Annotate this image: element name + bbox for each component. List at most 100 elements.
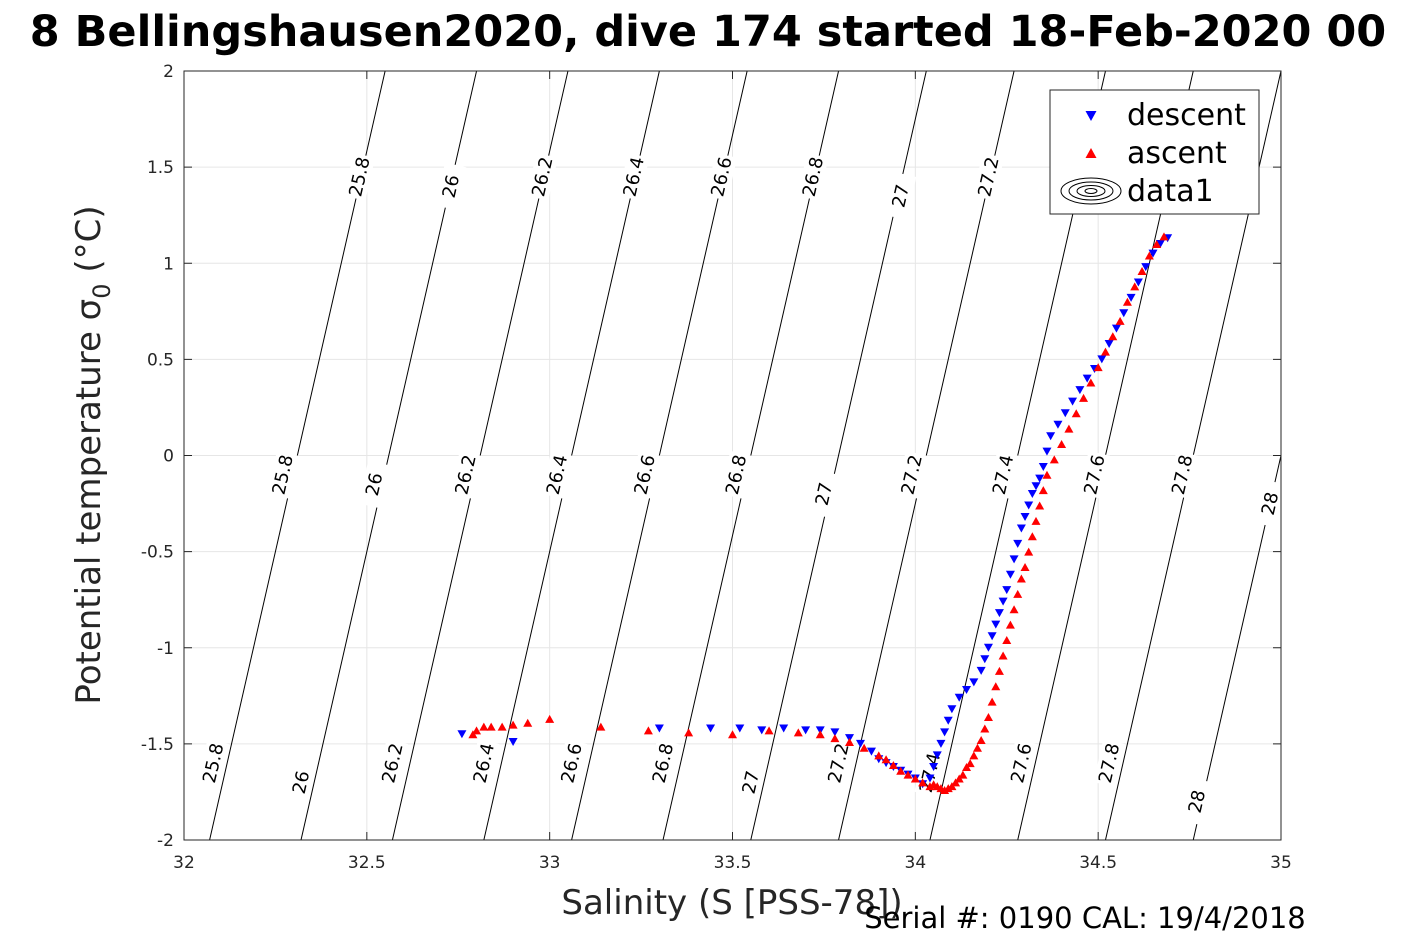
- ascent-point: [643, 726, 653, 735]
- ascent-point: [1057, 439, 1067, 448]
- contour-label-bg: [358, 460, 390, 509]
- legend-ascent-label: ascent: [1127, 136, 1227, 171]
- descent-point: [801, 726, 811, 735]
- ascent-point: [874, 751, 884, 760]
- contour-label-bg: [343, 152, 376, 201]
- contour-label-bg: [526, 152, 558, 201]
- ascent-point: [1049, 455, 1059, 464]
- ascent-point: [1071, 409, 1081, 418]
- descent-point: [1016, 524, 1026, 533]
- ascent-point: [881, 755, 891, 764]
- ascent-point: [965, 759, 975, 768]
- x-tick-label: 32: [173, 853, 195, 873]
- descent-point: [1002, 586, 1012, 595]
- contour-label-text: 26: [439, 173, 465, 200]
- descent-point: [1042, 447, 1052, 456]
- x-tick-label: 34.5: [1079, 853, 1117, 873]
- serial-cal-footer: Serial #: 0190 CAL: 19/4/2018: [864, 901, 1306, 935]
- descent-point: [855, 739, 865, 748]
- contour-label-bg: [705, 152, 738, 201]
- descent-point: [980, 655, 990, 664]
- ascent-point: [1042, 470, 1052, 479]
- descent-point: [929, 762, 939, 771]
- ascent-point: [1064, 424, 1074, 433]
- ascent-point: [1038, 486, 1048, 495]
- ascent-point: [896, 766, 906, 775]
- series-ascent: [468, 232, 1169, 795]
- legend-descent-marker: [1085, 111, 1097, 121]
- ascent-point: [1093, 363, 1103, 372]
- ascent-point: [925, 782, 935, 791]
- contour-label: 27: [885, 172, 917, 220]
- y-tick-label: 0: [163, 447, 174, 467]
- descent-point: [998, 597, 1008, 606]
- ascent-point: [859, 743, 869, 752]
- y-axis-label-subscript: 0: [88, 283, 116, 298]
- y-tick-label: 1.5: [147, 158, 174, 178]
- ascent-point: [1130, 282, 1140, 291]
- descent-point: [1031, 482, 1041, 491]
- ascent-point: [991, 682, 1001, 691]
- contour-label-bg: [885, 172, 917, 220]
- y-tick-label: 1: [163, 254, 174, 274]
- descent-point: [1119, 309, 1129, 318]
- contour-label-bg: [720, 450, 752, 499]
- descent-point: [1126, 293, 1136, 302]
- descent-point: [969, 678, 979, 687]
- contour-label: 28: [1181, 777, 1213, 826]
- ascent-point: [1100, 347, 1110, 356]
- descent-point: [932, 751, 942, 760]
- descent-point: [1111, 324, 1121, 333]
- contour-label: 28: [1254, 479, 1286, 528]
- ascent-point: [954, 774, 964, 783]
- x-tick-label: 35: [1270, 853, 1292, 873]
- ascent-point: [951, 778, 961, 787]
- descent-point: [954, 693, 964, 702]
- ascent-point: [910, 774, 920, 783]
- descent-point: [735, 724, 745, 733]
- contour-label-text: 27: [812, 481, 838, 508]
- y-tick-label: -2: [157, 831, 174, 851]
- ascent-point: [1108, 332, 1118, 341]
- ascent-point: [1115, 316, 1125, 325]
- x-tick-label: 32.5: [348, 853, 386, 873]
- descent-point: [866, 747, 876, 756]
- descent-point: [1053, 420, 1063, 429]
- descent-point: [943, 716, 953, 725]
- ascent-point: [962, 762, 972, 771]
- ascent-point: [998, 651, 1008, 660]
- descent-point: [1148, 249, 1158, 258]
- contour-label-bg: [987, 450, 1019, 499]
- ascent-point: [1024, 547, 1034, 556]
- descent-point: [1082, 374, 1092, 383]
- ascent-point: [830, 734, 840, 743]
- contour-line-28: [1192, 453, 1281, 840]
- ascent-point: [815, 730, 825, 739]
- contour-label-bg: [376, 739, 409, 787]
- ascent-point: [793, 728, 803, 737]
- x-tick-label: 33.5: [714, 853, 752, 873]
- ascent-point: [468, 730, 478, 739]
- contour-label-bg: [972, 152, 1005, 201]
- legend-ascent-marker: [1085, 148, 1097, 158]
- ascent-point: [888, 761, 898, 770]
- ascent-point: [479, 722, 489, 731]
- descent-point: [1024, 501, 1034, 510]
- contour-label-bg: [435, 162, 467, 211]
- contour-label-bg: [1254, 479, 1286, 528]
- contour-label: 25.8: [343, 152, 376, 201]
- ascent-point: [903, 770, 913, 779]
- ascent-point: [958, 770, 968, 779]
- contour-label: 26.8: [797, 152, 829, 201]
- descent-point: [1038, 463, 1048, 472]
- descent-point: [779, 724, 789, 733]
- ascent-point: [1137, 266, 1147, 275]
- descent-point: [1046, 432, 1056, 441]
- y-tick-label: 0.5: [147, 350, 174, 370]
- descent-point: [457, 730, 467, 739]
- descent-point: [1013, 539, 1023, 548]
- descent-point: [994, 609, 1004, 618]
- contour-label-bg: [1093, 739, 1125, 787]
- contour-label-text: 26: [289, 769, 315, 796]
